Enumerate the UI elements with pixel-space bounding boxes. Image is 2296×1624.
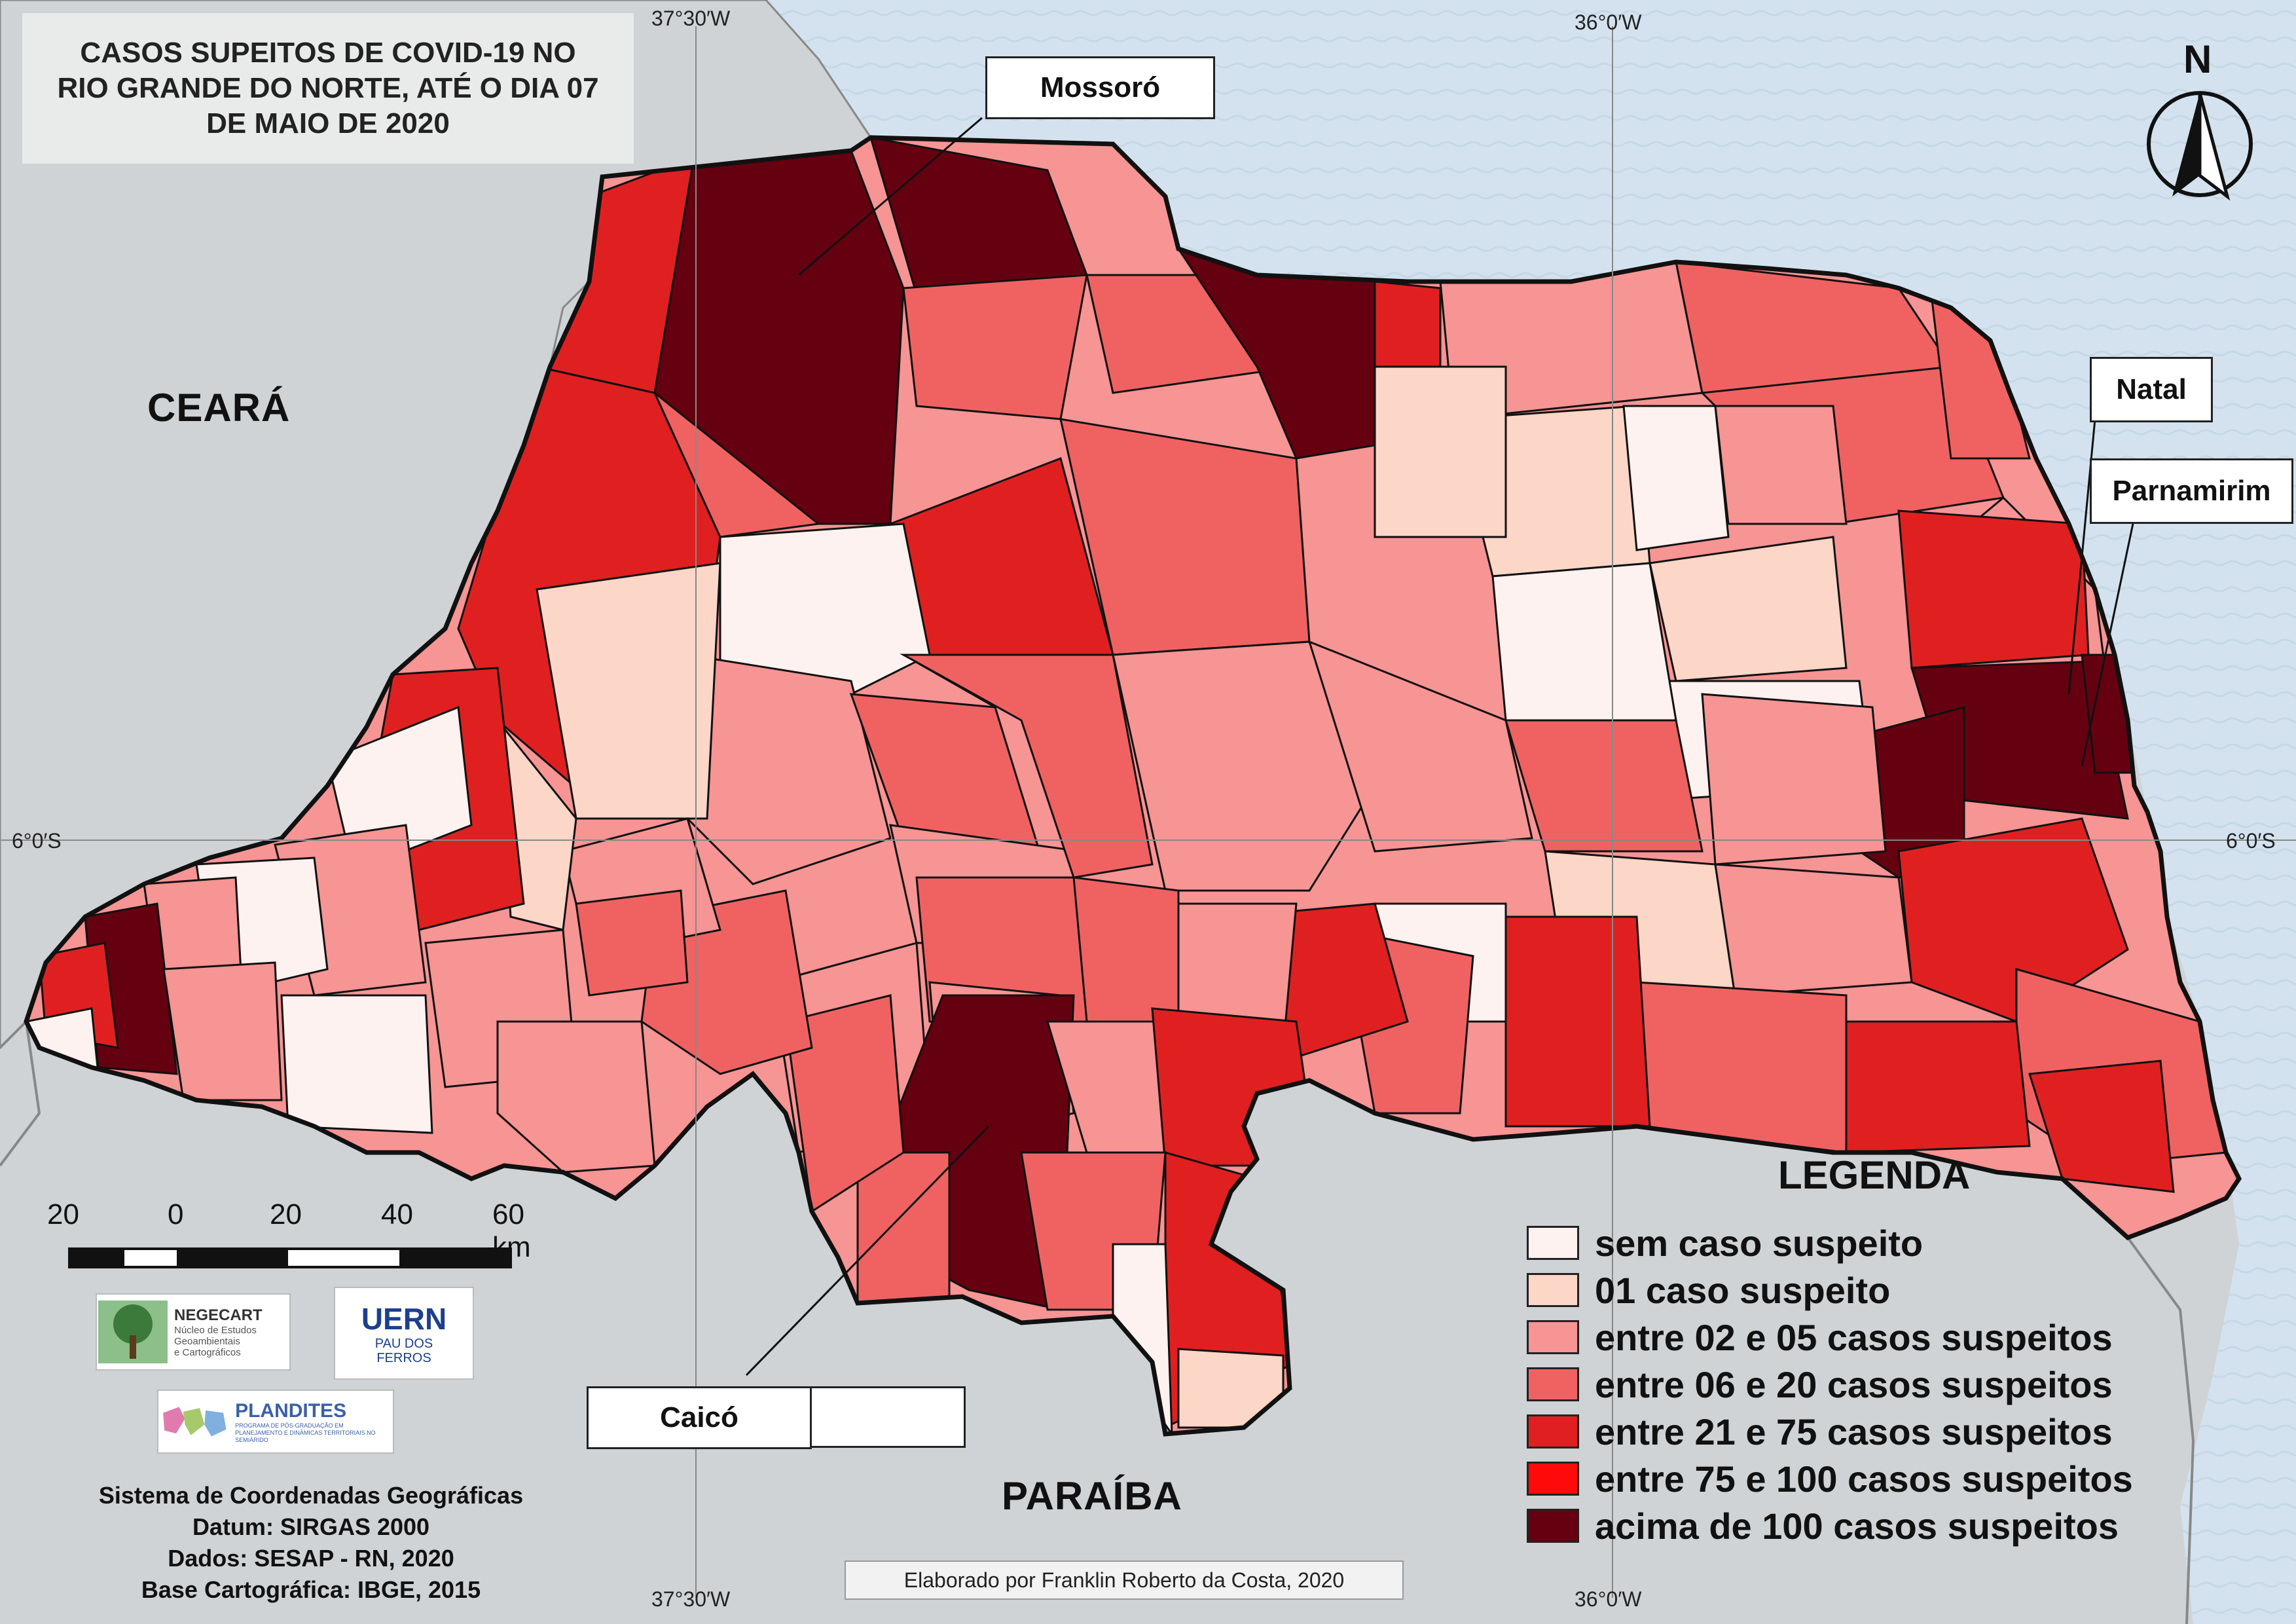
municipality-region <box>1845 1020 2031 1154</box>
rn-outline <box>24 135 2242 1437</box>
coord-top-left: 37°30′W <box>651 7 731 30</box>
legend-label-5: entre 75 e 100 casos suspeitos <box>1595 1458 2133 1500</box>
legend-item-5: entre 75 e 100 casos suspeitos <box>1527 1455 2133 1502</box>
leader-line-parnamirim <box>2081 517 2136 767</box>
state-border-outline <box>0 1020 41 1167</box>
coord-left-lat: 6°0′S <box>12 829 62 853</box>
legend-item-4: entre 21 e 75 casos suspeitos <box>1527 1408 2133 1455</box>
legend-swatch-6 <box>1527 1509 1579 1543</box>
credit: Elaborado por Franklin Roberto da Costa,… <box>845 1560 1404 1600</box>
legend-item-2: entre 02 e 05 casos suspeitos <box>1527 1314 2133 1361</box>
logo-negecart-name: NEGECART <box>174 1306 263 1324</box>
city-label-parnamirim: Parnamirim <box>2090 458 2293 524</box>
info-line-2: Datum: SIRGAS 2000 <box>192 1513 430 1540</box>
municipality-region <box>575 889 689 997</box>
legend-label-3: entre 06 e 20 casos suspeitos <box>1595 1363 2113 1405</box>
logo-plandites: PLANDITES PROGRAMA DE PÓS-GRADUAÇÃO EM P… <box>157 1390 394 1454</box>
logo-uern: UERN PAU DOS FERROS <box>334 1287 474 1380</box>
municipality-region <box>900 654 1154 879</box>
municipality-region <box>280 994 433 1134</box>
municipality-region <box>1112 640 1376 892</box>
north-arrow <box>2147 91 2253 201</box>
city-label-natal: Natal <box>2090 357 2213 422</box>
logo-negecart-subtitle: Núcleo de Estudos Geoambientais e Cartog… <box>174 1324 257 1358</box>
municipality-region <box>1622 405 1730 551</box>
municipality-region <box>1504 915 1651 1128</box>
scale-label-3: 40 <box>381 1198 413 1230</box>
municipality-region <box>2028 1060 2175 1193</box>
coord-bottom-left: 37°30′W <box>651 1587 731 1611</box>
municipality-region <box>536 562 721 820</box>
coord-bottom-right: 36°0′W <box>1575 1587 1642 1611</box>
city-label-caico: Caicó <box>587 1386 812 1449</box>
scale-label-2: 20 <box>270 1198 302 1230</box>
info-line-1: Sistema de Coordenadas Geográficas <box>98 1482 524 1509</box>
municipality-region <box>856 1151 951 1311</box>
municipality-region <box>1307 640 1533 853</box>
map-pieces-icon <box>163 1407 227 1437</box>
info-line-4: Base Cartográfica: IBGE, 2015 <box>141 1576 481 1603</box>
legend-title: LEGENDA <box>1778 1153 1971 1197</box>
municipality-region <box>784 994 905 1213</box>
municipality-region <box>1491 562 1677 722</box>
legend-item-3: entre 06 e 20 casos suspeitos <box>1527 1361 2133 1408</box>
city-label-mossoro: Mossoró <box>985 56 1215 119</box>
legend-label-4: entre 21 e 75 casos suspeitos <box>1595 1411 2113 1452</box>
municipality-region <box>1897 509 2090 669</box>
municipality-region <box>1504 719 1704 853</box>
legend-swatch-5 <box>1527 1462 1579 1496</box>
scale-label-0: 20 <box>47 1198 79 1230</box>
logo-plandites-subtitle: PROGRAMA DE PÓS-GRADUAÇÃO EM PLANEJAMENT… <box>235 1422 376 1443</box>
municipality-region <box>1072 876 1180 1023</box>
logo-uern-subtitle: PAU DOS FERROS <box>374 1337 433 1365</box>
legend-swatch-0 <box>1527 1226 1579 1260</box>
map-title: CASOS SUPEITOS DE COVID-19 NO RIO GRANDE… <box>57 37 599 139</box>
scale-bar <box>68 1247 512 1268</box>
title-box: CASOS SUPEITOS DE COVID-19 NO RIO GRANDE… <box>22 13 634 164</box>
municipality-region <box>1649 536 1848 682</box>
legend-label-6: acima de 100 casos suspeitos <box>1595 1505 2119 1547</box>
sea-area <box>766 0 2296 1624</box>
legend-swatch-3 <box>1527 1367 1579 1401</box>
municipality-region <box>1701 693 1887 866</box>
logo-negecart: NEGECART Núcleo de Estudos Geoambientais… <box>96 1293 291 1371</box>
logo-uern-name: UERN <box>361 1302 447 1336</box>
legend: sem caso suspeito 01 caso suspeito entre… <box>1527 1219 2133 1549</box>
legend-label-0: sem caso suspeito <box>1595 1222 1923 1264</box>
municipality-region <box>1374 365 1507 538</box>
legend-item-6: acima de 100 casos suspeitos <box>1527 1502 2133 1549</box>
legend-item-1: 01 caso suspeito <box>1527 1266 2133 1314</box>
info-line-3: Dados: SESAP - RN, 2020 <box>168 1545 454 1572</box>
coord-right-lat: 6°0′S <box>2226 829 2276 853</box>
municipality-region <box>902 274 1088 420</box>
logo-plandites-name: PLANDITES <box>235 1399 347 1422</box>
info-block: Sistema de Coordenadas Geográficas Datum… <box>26 1480 596 1606</box>
label-ceara: CEARÁ <box>147 386 291 430</box>
scale-label-1: 0 <box>168 1198 184 1230</box>
legend-swatch-2 <box>1527 1320 1579 1354</box>
municipality-region <box>1714 863 1913 997</box>
scale-label-4: 60 km <box>492 1198 531 1263</box>
north-label: N <box>2183 37 2212 81</box>
legend-swatch-1 <box>1527 1273 1579 1307</box>
municipality-region <box>496 1020 656 1173</box>
tree-icon <box>98 1301 168 1363</box>
municipality-region <box>1635 981 1848 1154</box>
coord-top-right: 36°0′W <box>1575 10 1642 34</box>
legend-swatch-4 <box>1527 1414 1579 1449</box>
paraiba-border <box>2126 1236 2195 1624</box>
leader-line-caico <box>745 1125 990 1376</box>
legend-label-1: 01 caso suspeito <box>1595 1269 1891 1311</box>
municipality-region <box>1714 405 1848 525</box>
municipality-region <box>162 961 283 1101</box>
leader-line-mossoro <box>798 117 983 276</box>
legend-item-0: sem caso suspeito <box>1527 1219 2133 1266</box>
legend-label-2: entre 02 e 05 casos suspeitos <box>1595 1316 2113 1358</box>
label-paraiba: PARAÍBA <box>1002 1474 1182 1518</box>
